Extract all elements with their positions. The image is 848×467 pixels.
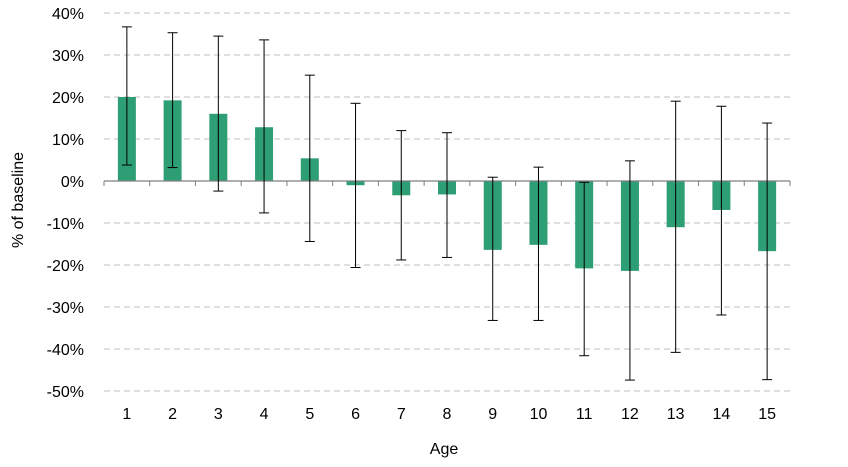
y-tick-label: 0%: [61, 174, 84, 191]
x-tick-label: 8: [443, 406, 452, 423]
error-bar: [121, 26, 132, 166]
error-bars: [121, 26, 773, 381]
x-tick-label: 10: [530, 406, 548, 423]
x-tick-label: 14: [713, 406, 731, 423]
x-tick-label: 6: [351, 406, 360, 423]
x-tick-label: 5: [305, 406, 314, 423]
error-bar: [396, 130, 407, 261]
x-axis-title: Age: [430, 441, 459, 458]
y-tick-label: 20%: [52, 90, 84, 107]
y-tick-label: -40%: [47, 342, 84, 359]
error-bar: [533, 166, 544, 321]
x-tick-label: 11: [576, 406, 593, 423]
error-bar: [442, 132, 452, 258]
error-bar: [762, 122, 773, 381]
error-bar: [259, 39, 270, 214]
x-tick-label: 15: [758, 406, 776, 423]
y-tick-label: -30%: [47, 300, 84, 317]
x-tick-label: 3: [214, 406, 223, 423]
x-tick-label: 1: [122, 406, 131, 423]
x-tick-label: 7: [397, 406, 406, 423]
y-tick-label: 40%: [52, 6, 84, 23]
error-bar: [213, 35, 224, 192]
error-bar: [304, 74, 315, 242]
y-axis-title: % of baseline: [10, 152, 27, 248]
error-bar: [670, 100, 681, 353]
x-tick-label: 13: [667, 406, 685, 423]
y-tick-label: -20%: [47, 258, 84, 275]
error-bar: [579, 181, 590, 357]
y-tick-label: -50%: [47, 384, 84, 401]
error-bar: [167, 32, 178, 169]
error-bar: [716, 105, 727, 316]
tick-labels: 40%30%20%10%0%-10%-20%-30%-40%-50%1 2 3 4 5 6…: [47, 6, 776, 423]
x-tick-label: 12: [621, 406, 639, 423]
y-tick-label: 10%: [52, 132, 84, 149]
y-tick-label: 30%: [52, 48, 84, 65]
x-tick-label: 9: [488, 406, 497, 423]
error-bar: [487, 176, 498, 321]
x-tick-label: 2: [168, 406, 177, 423]
error-bar: [624, 160, 635, 381]
y-tick-label: -10%: [47, 216, 84, 233]
error-bar: [350, 102, 361, 269]
x-tick-label: 4: [260, 406, 269, 423]
